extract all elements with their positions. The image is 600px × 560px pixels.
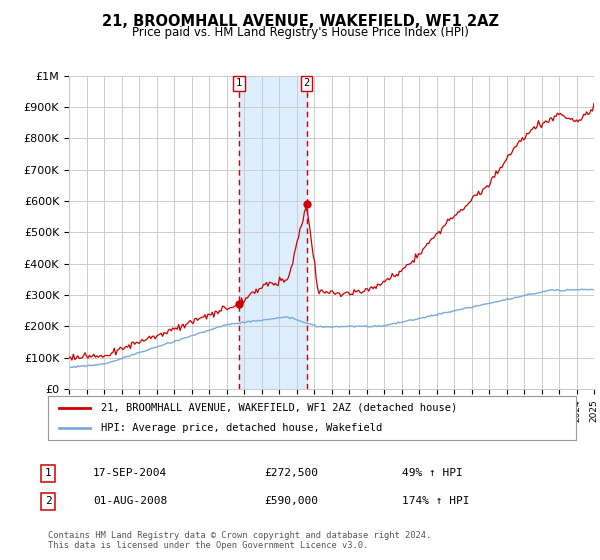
Text: 1: 1 [44, 468, 52, 478]
Text: 21, BROOMHALL AVENUE, WAKEFIELD, WF1 2AZ (detached house): 21, BROOMHALL AVENUE, WAKEFIELD, WF1 2AZ… [101, 403, 457, 413]
Text: Contains HM Land Registry data © Crown copyright and database right 2024.
This d: Contains HM Land Registry data © Crown c… [48, 531, 431, 550]
Text: 21, BROOMHALL AVENUE, WAKEFIELD, WF1 2AZ: 21, BROOMHALL AVENUE, WAKEFIELD, WF1 2AZ [101, 14, 499, 29]
Text: 17-SEP-2004: 17-SEP-2004 [93, 468, 167, 478]
Text: HPI: Average price, detached house, Wakefield: HPI: Average price, detached house, Wake… [101, 423, 382, 433]
Text: 2: 2 [44, 496, 52, 506]
Text: Price paid vs. HM Land Registry's House Price Index (HPI): Price paid vs. HM Land Registry's House … [131, 26, 469, 39]
Text: 1: 1 [236, 78, 242, 88]
Text: £272,500: £272,500 [264, 468, 318, 478]
Text: 49% ↑ HPI: 49% ↑ HPI [402, 468, 463, 478]
Text: 01-AUG-2008: 01-AUG-2008 [93, 496, 167, 506]
Bar [239, 76, 307, 389]
Text: £590,000: £590,000 [264, 496, 318, 506]
Text: 2: 2 [304, 78, 310, 88]
Text: 174% ↑ HPI: 174% ↑ HPI [402, 496, 470, 506]
